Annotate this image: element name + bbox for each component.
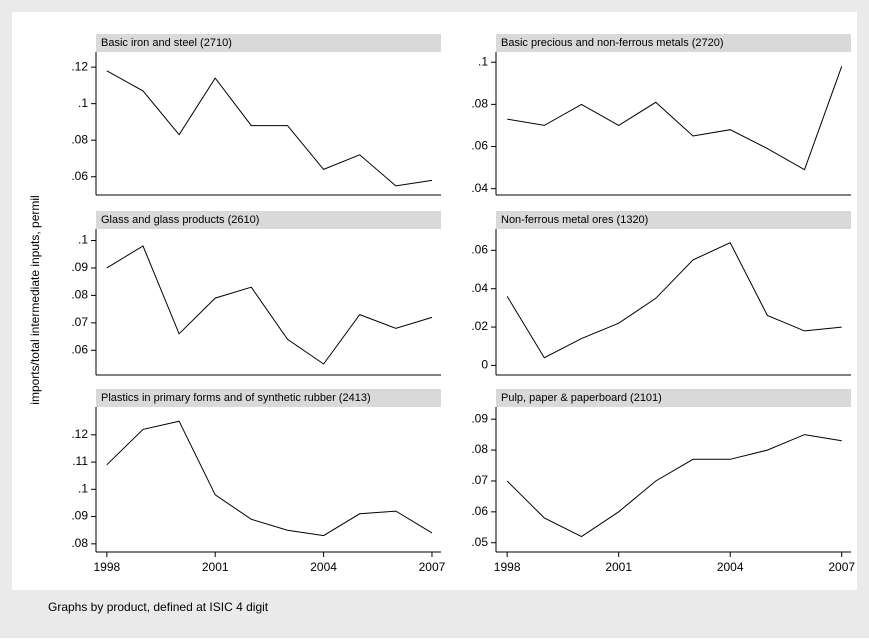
y-tick-label: .02 bbox=[471, 319, 488, 333]
y-axis-title: imports/total intermediate inputs, permi… bbox=[28, 195, 42, 404]
x-tick-label: 2007 bbox=[828, 560, 855, 574]
panel-title: Non-ferrous metal ores (1320) bbox=[501, 214, 648, 226]
panel-title: Pulp, paper & paperboard (2101) bbox=[501, 392, 662, 404]
x-tick-label: 1998 bbox=[494, 560, 521, 574]
panel-title: Basic iron and steel (2710) bbox=[101, 37, 232, 49]
panel-header bbox=[96, 211, 441, 229]
y-tick-label: .1 bbox=[78, 233, 88, 247]
y-tick-label: .1 bbox=[478, 54, 488, 68]
y-tick-label: .09 bbox=[71, 509, 88, 523]
y-tick-label: .07 bbox=[471, 473, 488, 487]
y-tick-label: .11 bbox=[72, 454, 88, 468]
panel-header bbox=[496, 389, 851, 407]
data-line bbox=[507, 66, 843, 171]
panel-header bbox=[496, 34, 851, 52]
data-line bbox=[506, 434, 842, 538]
y-tick-label: .07 bbox=[71, 315, 88, 329]
panel-title: Plastics in primary forms and of synthet… bbox=[101, 392, 371, 404]
x-tick-label: 2004 bbox=[717, 560, 744, 574]
y-tick-label: .08 bbox=[71, 132, 88, 146]
y-tick-label: .08 bbox=[71, 536, 88, 550]
y-tick-label: .05 bbox=[471, 535, 488, 549]
y-tick-label: .06 bbox=[471, 139, 488, 153]
panel-title: Glass and glass products (2610) bbox=[101, 214, 259, 226]
y-tick-label: .08 bbox=[71, 288, 88, 302]
y-tick-label: .12 bbox=[71, 427, 88, 441]
y-tick-label: .1 bbox=[78, 96, 88, 110]
panel-title: Basic precious and non-ferrous metals (2… bbox=[501, 37, 724, 49]
data-line bbox=[106, 420, 433, 537]
y-tick-label: .08 bbox=[471, 97, 488, 111]
panel-header bbox=[96, 389, 441, 407]
y-tick-label: .08 bbox=[471, 442, 488, 456]
y-tick-label: .09 bbox=[71, 260, 88, 274]
data-line bbox=[506, 242, 842, 359]
y-tick-label: .04 bbox=[471, 281, 488, 295]
x-tick-label: 2004 bbox=[310, 560, 337, 574]
y-tick-label: 0 bbox=[481, 358, 488, 372]
x-tick-label: 2001 bbox=[605, 560, 632, 574]
panel-header bbox=[496, 211, 851, 229]
x-tick-label: 2001 bbox=[202, 560, 229, 574]
data-line bbox=[106, 245, 433, 365]
y-tick-label: .12 bbox=[71, 59, 88, 73]
y-tick-label: .09 bbox=[471, 411, 488, 425]
y-tick-label: .04 bbox=[471, 181, 488, 195]
plot-region bbox=[12, 12, 857, 590]
x-tick-label: 2007 bbox=[419, 560, 446, 574]
x-tick-label: 1998 bbox=[93, 560, 120, 574]
data-line bbox=[106, 70, 433, 187]
y-tick-label: .06 bbox=[471, 504, 488, 518]
y-tick-label: .1 bbox=[78, 481, 88, 495]
panel-header bbox=[96, 34, 441, 52]
y-tick-label: .06 bbox=[71, 342, 88, 356]
y-tick-label: .06 bbox=[71, 169, 88, 183]
note: Graphs by product, defined at ISIC 4 dig… bbox=[48, 600, 269, 614]
y-tick-label: .06 bbox=[471, 243, 488, 257]
